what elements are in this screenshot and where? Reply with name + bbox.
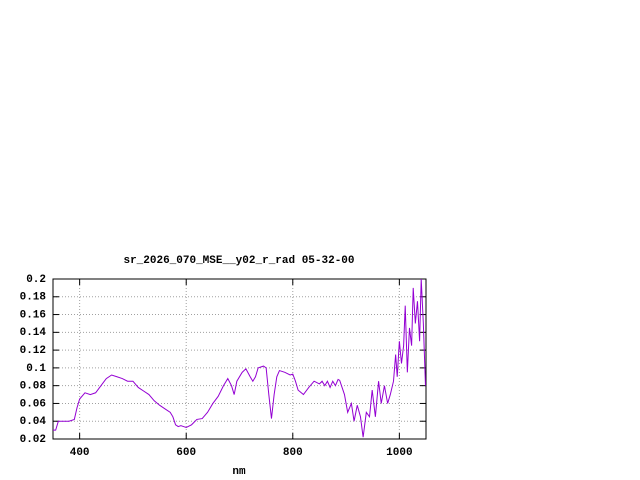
y-tick-label: 0.12 xyxy=(20,345,46,357)
y-tick-label: 0.08 xyxy=(20,381,47,393)
chart-title: sr_2026_070_MSE__y02_r_rad 05-32-00 xyxy=(123,255,354,267)
y-tick-label: 0.16 xyxy=(20,309,46,321)
plot-frame xyxy=(52,278,427,440)
y-tick-label: 0.14 xyxy=(20,327,47,339)
y-tick-label: 0.02 xyxy=(20,434,46,446)
x-tick-label: 400 xyxy=(70,447,90,459)
y-tick-label: 0.2 xyxy=(26,274,46,286)
y-tick-label: 0.1 xyxy=(26,363,46,375)
data-line xyxy=(53,278,426,438)
y-tick-label: 0.06 xyxy=(20,398,46,410)
x-tick-label: 1000 xyxy=(386,447,412,459)
y-tick-label: 0.04 xyxy=(20,416,47,428)
y-tick-label: 0.18 xyxy=(20,292,47,304)
x-axis-label: nm xyxy=(232,466,246,478)
x-tick-label: 800 xyxy=(283,447,303,459)
x-tick-label: 600 xyxy=(176,447,196,459)
